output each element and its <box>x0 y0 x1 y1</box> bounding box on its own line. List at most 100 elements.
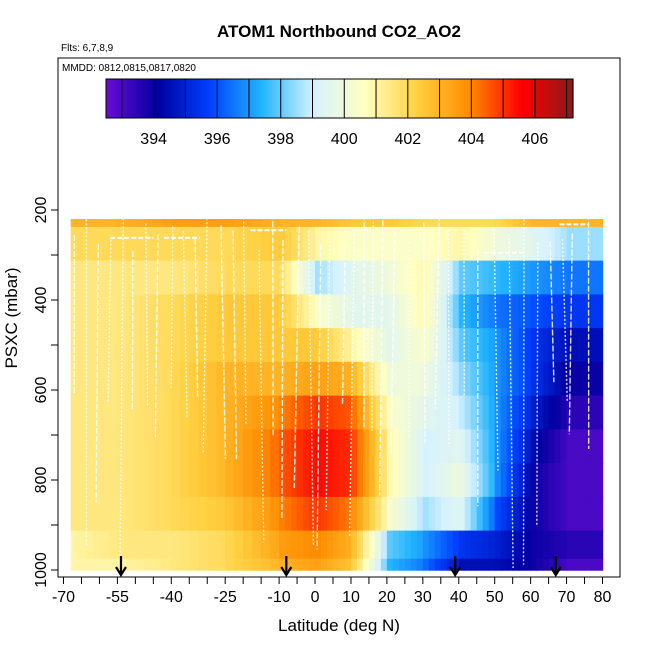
colorbar-segment <box>116 79 120 118</box>
heatmap-cell <box>243 395 253 431</box>
heatmap-cell <box>560 429 568 464</box>
heatmap-cell <box>144 558 155 571</box>
heatmap-cell <box>560 558 568 571</box>
heatmap-cell <box>494 219 502 228</box>
heatmap-cell <box>153 496 164 532</box>
heatmap-cell <box>578 558 586 571</box>
heatmap-cell <box>261 530 271 560</box>
heatmap-cell <box>327 429 334 464</box>
x-tick-label: 20 <box>378 589 396 606</box>
heatmap-cell <box>243 429 253 464</box>
heatmap-cell <box>548 530 556 560</box>
heatmap-cell <box>416 530 424 560</box>
colorbar-segment <box>165 79 169 118</box>
y-tick-label: 200 <box>33 197 50 224</box>
x-tick-label: 60 <box>522 589 540 606</box>
heatmap-cell <box>446 530 454 560</box>
heatmap-cell <box>162 226 172 262</box>
heatmap-cell <box>171 496 181 532</box>
heatmap-cell <box>488 558 496 571</box>
colorbar-segment <box>256 79 260 118</box>
heatmap-cell <box>380 558 388 571</box>
heatmap-cell <box>386 361 394 397</box>
heatmap-cell <box>596 463 604 498</box>
heatmap-cell <box>512 558 520 571</box>
heatmap-cell <box>500 361 508 397</box>
heatmap-cell <box>530 219 538 228</box>
colorbar-segment <box>152 79 156 118</box>
heatmap-cell <box>530 328 538 363</box>
colorbar-segment <box>142 79 146 118</box>
heatmap-cell <box>356 219 364 228</box>
heatmap-cell <box>578 260 586 296</box>
heatmap-cell <box>506 219 514 228</box>
y-tick-label: 1000 <box>33 552 50 588</box>
heatmap-cell <box>321 294 328 329</box>
heatmap-cell <box>70 463 80 498</box>
colorbar-segment <box>251 79 255 118</box>
colorbar-segment <box>308 79 312 118</box>
heatmap-cell <box>270 395 280 431</box>
heatmap-cell <box>270 530 280 560</box>
heatmap-cell <box>404 395 412 431</box>
flight-profile-trace <box>568 233 573 435</box>
heatmap-cell <box>162 530 172 560</box>
heatmap-cell <box>171 294 181 329</box>
heatmap-cell <box>297 558 304 571</box>
heatmap-cell <box>398 463 406 498</box>
heatmap-cell <box>494 226 502 262</box>
heatmap-cell <box>428 361 436 397</box>
heatmap-cell <box>476 496 484 532</box>
colorbar-segment <box>292 79 296 118</box>
heatmap-cell <box>350 530 358 560</box>
heatmap-cell <box>189 429 199 464</box>
heatmap-cell <box>440 328 448 363</box>
heatmap-cell <box>560 395 568 431</box>
colorbar-segment <box>508 79 512 118</box>
heatmap-cell <box>344 226 352 262</box>
heatmap-cell <box>101 429 111 464</box>
colorbar-segment <box>121 79 125 118</box>
flight-profile-trace <box>293 226 300 489</box>
heatmap-cell <box>482 219 490 228</box>
heatmap-cell <box>578 395 586 431</box>
heatmap-cell <box>572 361 580 397</box>
heatmap-cell <box>386 260 394 296</box>
heatmap-cell <box>207 395 217 431</box>
colorbar-segment <box>323 79 328 118</box>
colorbar-segment <box>440 79 444 118</box>
heatmap-cell <box>135 361 146 397</box>
heatmap-cell <box>225 219 235 228</box>
colorbar-tick-label: 404 <box>458 131 485 148</box>
heatmap-cell <box>464 294 472 329</box>
heatmap-cell <box>327 226 334 262</box>
colorbar-segment <box>560 79 564 118</box>
y-tick-label: 800 <box>33 467 50 494</box>
colorbar-segment <box>414 79 418 118</box>
heatmap-cell <box>101 226 111 262</box>
heatmap-cell <box>548 558 556 571</box>
heatmap-cell <box>482 294 490 329</box>
heatmap-cell <box>362 496 370 532</box>
heatmap-cell <box>464 463 472 498</box>
flight-profile-trace <box>194 238 199 399</box>
heatmap-cell <box>207 219 217 228</box>
heatmap-cell <box>350 558 358 571</box>
heatmap-cell <box>225 328 235 363</box>
chart-title: ATOM1 Northbound CO2_AO2 <box>217 22 461 41</box>
colorbar: 394 396 398 400 402 404 406 <box>105 78 574 148</box>
heatmap-cell <box>542 395 550 431</box>
heatmap-cell <box>500 294 508 329</box>
heatmap-cell <box>279 530 286 560</box>
heatmap-cell <box>530 226 538 262</box>
heatmap-cell <box>101 496 111 532</box>
heatmap-cell <box>542 558 550 571</box>
heatmap-cell <box>482 260 490 296</box>
heatmap-cell <box>584 361 592 397</box>
heatmap-cell <box>252 429 262 464</box>
colorbar-segment <box>266 79 271 118</box>
heatmap-cell <box>554 530 562 560</box>
heatmap-cell <box>216 558 226 571</box>
colorbar-segment <box>435 79 439 118</box>
colorbar-segment <box>458 79 463 118</box>
